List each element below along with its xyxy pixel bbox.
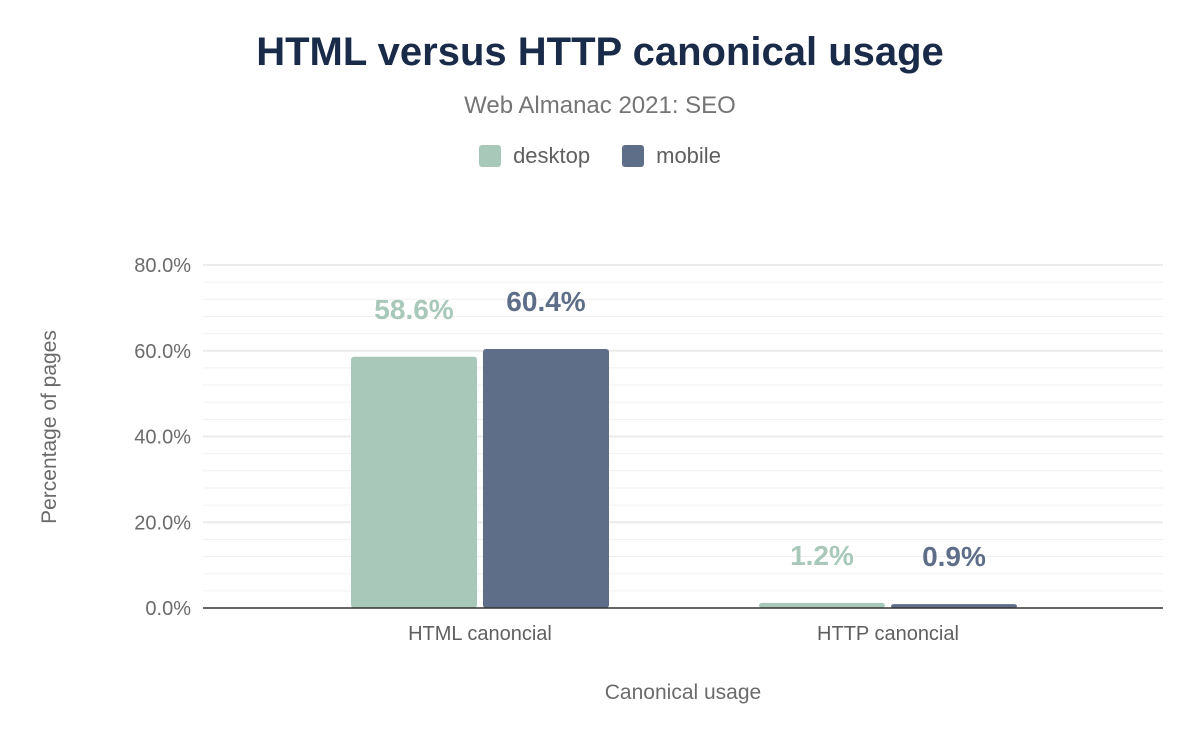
- legend: desktop mobile: [0, 143, 1200, 169]
- chart-subtitle: Web Almanac 2021: SEO: [464, 92, 736, 119]
- bar-desktop: [759, 602, 885, 608]
- x-axis-title: Canonical usage: [605, 681, 761, 704]
- data-label-desktop: 1.2%: [790, 540, 854, 571]
- legend-label-desktop: desktop: [513, 143, 591, 168]
- bar-desktop: [351, 356, 477, 608]
- data-label-desktop: 58.6%: [374, 294, 453, 325]
- y-tick-label: 0.0%: [145, 598, 191, 620]
- legend-label-mobile: mobile: [656, 143, 721, 168]
- y-tick-label: 60.0%: [134, 341, 191, 363]
- bar-mobile: [891, 604, 1017, 608]
- y-tick-label: 20.0%: [134, 512, 191, 534]
- legend-item-mobile[interactable]: mobile: [622, 143, 721, 169]
- chart-title: HTML versus HTTP canonical usage: [256, 30, 944, 74]
- y-tick-label: 40.0%: [134, 427, 191, 449]
- y-tick-label: 80.0%: [134, 255, 191, 277]
- x-tick-label: HTTP canoncial: [817, 623, 959, 645]
- y-axis-title: Percentage of pages: [38, 330, 61, 524]
- legend-swatch-desktop: [479, 145, 502, 167]
- x-tick-label: HTML canoncial: [408, 623, 552, 645]
- legend-item-desktop[interactable]: desktop: [479, 143, 590, 169]
- legend-swatch-mobile: [622, 145, 645, 167]
- data-label-mobile: 60.4%: [506, 286, 585, 317]
- bar-mobile: [483, 349, 609, 608]
- data-label-mobile: 0.9%: [922, 541, 986, 572]
